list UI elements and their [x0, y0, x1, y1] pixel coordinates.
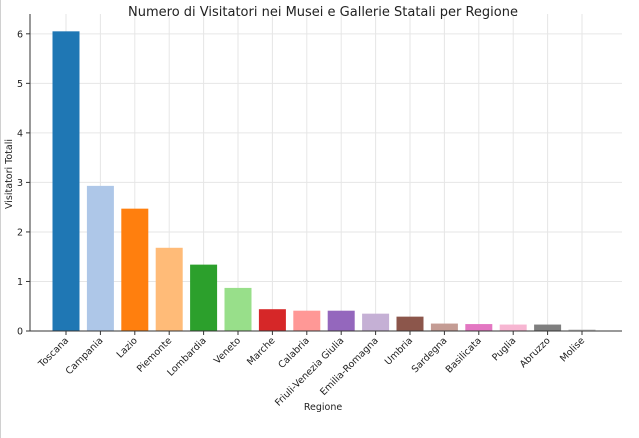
y-tick-label: 2 [17, 227, 23, 238]
x-tick-label: Lazio [115, 335, 140, 360]
bars [52, 31, 596, 331]
bar-piemonte [155, 247, 183, 331]
axes [29, 14, 622, 332]
bar-lazio [121, 208, 149, 331]
x-tick-label: Abruzzo [518, 335, 553, 370]
chart-title: Numero di Visitatori nei Musei e Galleri… [128, 5, 518, 20]
x-tick-label: Emilia-Romagna [318, 335, 380, 397]
bar-friuli-venezia-giulia [327, 310, 355, 331]
bar-basilicata [465, 324, 493, 331]
bar-emilia-romagna [362, 313, 390, 331]
x-tick-label: Puglia [490, 335, 518, 363]
y-tick-label: 0 [17, 327, 23, 338]
x-tick-label: Campania [64, 335, 106, 377]
bar-lombardia [190, 264, 218, 331]
x-tick-label: Calabria [276, 335, 312, 371]
x-tick-label: Marche [245, 335, 277, 367]
y-tick-label: 1 [17, 277, 23, 288]
y-ticks: 0 1 2 3 4 5 6 [17, 29, 30, 338]
y-tick-label: 4 [17, 128, 23, 139]
x-tick-label: Veneto [212, 335, 243, 366]
y-tick-label: 6 [17, 29, 23, 40]
x-tick-label: Molise [558, 335, 587, 364]
grid-lines [30, 14, 622, 332]
x-tick-label: Sardegna [410, 335, 450, 375]
y-axis-label: Visitatori Totali [4, 139, 15, 209]
bar-puglia [499, 324, 527, 331]
bar-calabria [293, 310, 321, 331]
left-border [0, 0, 1, 438]
y-tick-label: 3 [17, 178, 23, 189]
x-tick-label: Basilicata [444, 335, 484, 375]
x-tick-label: Toscana [36, 335, 71, 370]
bar-veneto [224, 287, 252, 331]
bar-sardegna [430, 323, 458, 331]
bar-abruzzo [534, 324, 562, 331]
bar-umbria [396, 316, 424, 331]
bar-toscana [52, 31, 80, 331]
bar-molise [568, 329, 596, 331]
bar-campania [86, 185, 114, 331]
x-tick-label: Umbria [383, 335, 415, 367]
x-axis-label: Regione [304, 402, 343, 413]
bar-marche [258, 309, 286, 331]
y-tick-label: 5 [17, 79, 23, 90]
